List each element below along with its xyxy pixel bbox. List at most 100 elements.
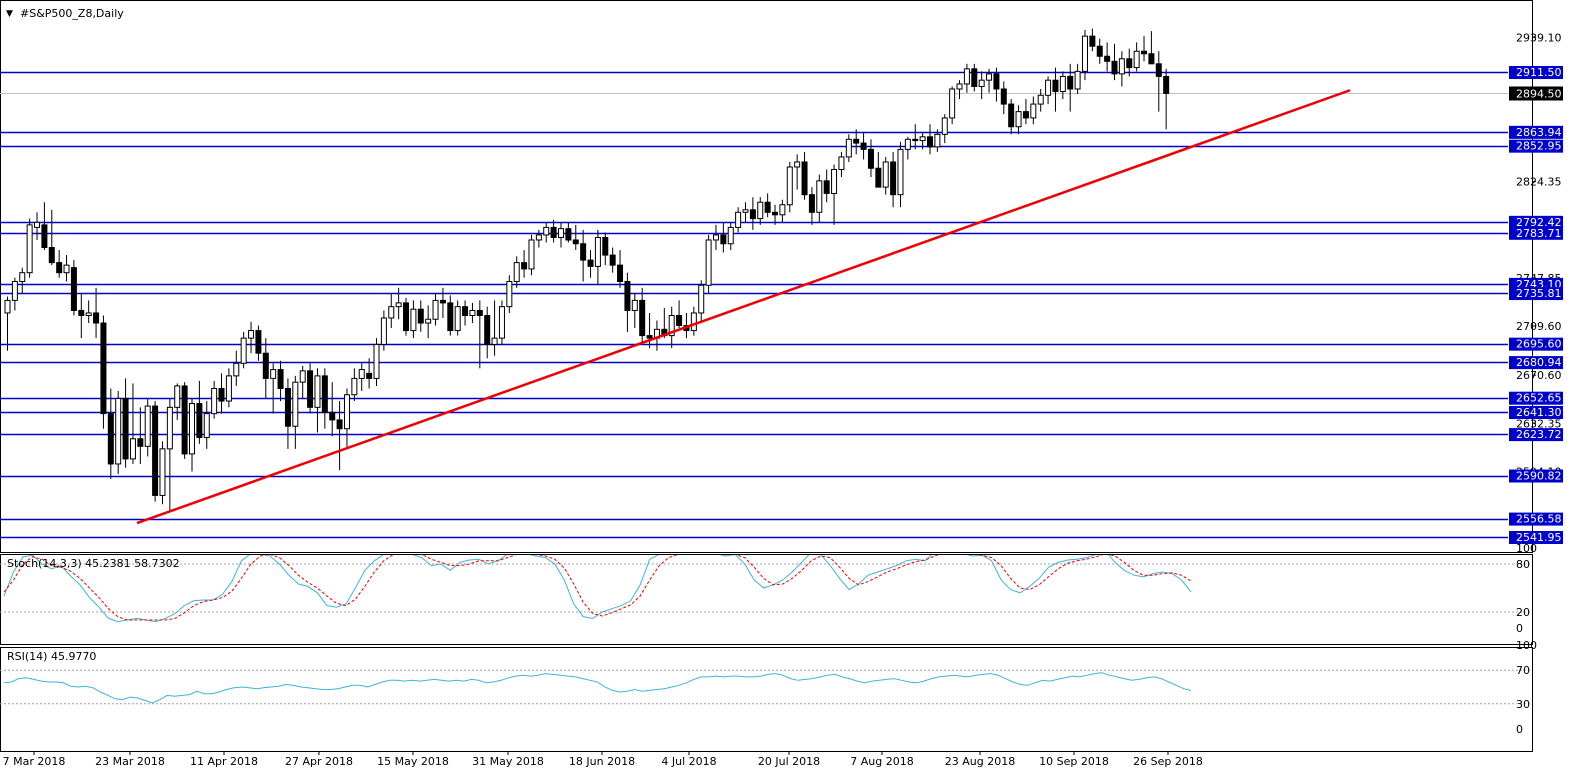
x-tick-label: 15 May 2018 (377, 755, 449, 768)
candle (1133, 42, 1140, 72)
candle-body-bullish (270, 369, 277, 379)
trend-line-layer (136, 89, 1351, 525)
price-level-label: 2541.95 (1516, 531, 1562, 544)
candle-body-bearish (262, 352, 269, 379)
candle (1074, 63, 1081, 95)
candle (602, 232, 609, 266)
candle-body-bearish (1008, 103, 1015, 128)
candle-body-bearish (1052, 79, 1059, 93)
candle (609, 247, 616, 273)
candle (949, 86, 956, 125)
candle-body-bearish (48, 247, 55, 264)
price-level-label-box (1509, 391, 1563, 405)
candle-body-bullish (358, 369, 365, 379)
price-level-label: 2695.60 (1516, 338, 1562, 351)
indicator-y-label: 70 (1516, 664, 1530, 677)
candle-body-bearish (70, 267, 77, 311)
candle-body-bearish (417, 308, 424, 324)
price-level-label: 2556.58 (1516, 513, 1562, 526)
candle-body-bearish (152, 405, 159, 496)
price-axis: 2939.102824.352747.852709.602670.602632.… (1509, 31, 1563, 736)
candle-body-bearish (321, 375, 328, 413)
candle (838, 151, 845, 178)
candle-body-bullish (838, 156, 845, 171)
indicator-y-label: 100 (1516, 639, 1537, 652)
candle (927, 124, 933, 155)
candle (403, 297, 410, 336)
price-level-label: 2852.95 (1516, 140, 1562, 153)
x-tick-label: 7 Aug 2018 (850, 755, 913, 768)
candle (580, 229, 587, 282)
candle (122, 378, 129, 468)
main-panel (0, 0, 1533, 553)
candle-body-bearish (971, 68, 978, 87)
candle-body-bearish (749, 209, 756, 220)
candle-body-bearish (890, 161, 897, 196)
candle (292, 375, 299, 449)
title-arrow-icon[interactable]: ▼ (6, 9, 13, 19)
x-tick-label: 10 Sep 2018 (1039, 755, 1109, 768)
candle-body-bearish (720, 234, 727, 245)
candle (808, 187, 815, 225)
candle-body-bullish (85, 312, 92, 316)
price-level-label: 2680.94 (1516, 356, 1562, 369)
candle (366, 358, 373, 389)
candle-body-bearish (602, 236, 609, 256)
candle (941, 114, 948, 144)
indicator-y-label: 0 (1516, 622, 1523, 635)
candle (513, 256, 520, 288)
stochastic-oscillator (0, 555, 1532, 623)
rsi-panel (0, 647, 1533, 752)
candle (1081, 29, 1088, 81)
candle-body-bullish (1118, 58, 1125, 75)
candle (572, 224, 579, 251)
price-level-label-box (1509, 139, 1563, 153)
x-tick-label: 23 Mar 2018 (95, 755, 165, 768)
candle (705, 234, 712, 293)
price-level-label-box (1509, 428, 1563, 442)
candle (78, 294, 85, 339)
trend-line[interactable] (136, 89, 1351, 525)
candle-body-bearish (93, 312, 100, 324)
candle (181, 382, 188, 459)
candle-body-bullish (432, 299, 439, 320)
candle (565, 222, 572, 243)
candle-body-bearish (447, 302, 454, 332)
candle (107, 388, 114, 480)
candle-body-bearish (1022, 111, 1029, 119)
candle (425, 305, 432, 339)
x-tick-label: 18 Jun 2018 (569, 755, 635, 768)
indicator-y-label: 0 (1516, 723, 1523, 736)
candle (1052, 67, 1059, 112)
price-level-label-box (1509, 66, 1563, 79)
price-levels (0, 71, 1508, 539)
price-level-label-box (1509, 337, 1563, 351)
candle-body-bearish (366, 372, 373, 379)
candle-body-bearish (1126, 58, 1133, 69)
y-tick-label: 2939.10 (1516, 31, 1562, 44)
candle (1141, 36, 1148, 62)
candle-body-bullish (11, 281, 18, 301)
candle-body-bearish (764, 201, 771, 213)
candle (189, 398, 195, 472)
indicator-y-label: 20 (1516, 606, 1530, 619)
candle (624, 272, 631, 332)
candle-body-bullish (506, 281, 513, 308)
candle (351, 368, 358, 402)
candle (1155, 51, 1162, 112)
candle-body-bullish (690, 312, 697, 332)
candle (166, 398, 173, 512)
candle (248, 321, 255, 354)
candle-body-bullish (292, 381, 299, 427)
candle (358, 363, 365, 391)
candle (853, 129, 860, 155)
candle-body-bullish (1030, 103, 1037, 119)
candle-body-bearish (284, 387, 291, 427)
candle-body-bullish (904, 138, 911, 150)
candle-body-bullish (1081, 35, 1088, 72)
candle-body-bearish (646, 335, 653, 339)
candle-body-bullish (698, 284, 705, 314)
candle-body-bullish (705, 239, 712, 286)
price-level-label-box (1509, 356, 1563, 370)
candle (432, 292, 439, 326)
